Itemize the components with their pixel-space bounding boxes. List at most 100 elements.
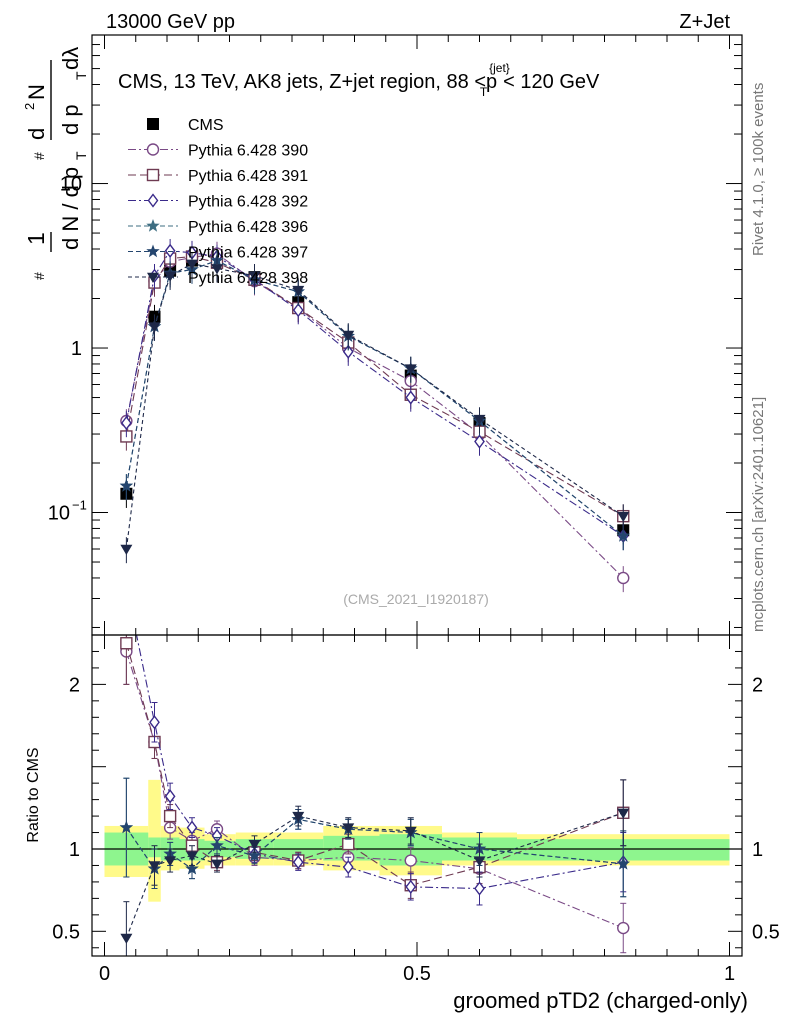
title-suffix: < 120 GeV	[503, 71, 600, 93]
legend-entry-label: Pythia 6.428 396	[188, 219, 308, 236]
main-data-point	[404, 364, 417, 375]
ratio-data-point	[473, 856, 486, 867]
ratio-data-point	[210, 838, 224, 852]
ratio-data-point	[185, 861, 199, 875]
main-series-line	[125, 263, 624, 550]
main-data-point	[617, 571, 630, 585]
legend-marker	[146, 143, 160, 156]
ratio-panel-data	[92, 580, 742, 956]
legend: CMS Pythia 6.428 390 Pythia 6.428 391 Pythi…	[128, 117, 308, 287]
ylabel-one: 1	[23, 232, 49, 245]
main-data-point	[164, 243, 176, 258]
ratio-data-point	[617, 921, 630, 935]
main-data-point	[211, 264, 223, 275]
ratio-panel-frame	[91, 634, 743, 957]
main-data-point	[120, 544, 133, 555]
legend-marker	[147, 193, 159, 208]
ratio-y-tick-label: 2	[69, 674, 80, 696]
main-data-point	[342, 330, 355, 341]
main-series-line	[125, 260, 624, 537]
title-sub: T	[480, 85, 488, 99]
ratio-data-point	[405, 879, 417, 895]
legend-entry-label: Pythia 6.428 391	[188, 168, 308, 185]
ratio-data-point	[211, 859, 223, 870]
main-data-point	[342, 344, 354, 359]
ratio-data-point	[122, 580, 131, 592]
ratio-y-tick-label: 0.5	[52, 921, 80, 943]
ratio-data-point	[342, 859, 354, 875]
legend-entry-label: CMS	[188, 117, 224, 134]
ratio-panel-axes: 0.5 0.5 1 1 2 2 0 0.5 1	[52, 634, 780, 985]
analysis-watermark: (CMS_2021_I1920187)	[343, 591, 489, 607]
legend-marker	[146, 219, 160, 232]
title-sup: {jet}	[489, 61, 510, 75]
legend-entry-label: Pythia 6.428 390	[188, 143, 308, 160]
ratio-data-point	[617, 808, 630, 819]
main-data-point	[616, 529, 630, 542]
ratio-data-point	[342, 823, 355, 834]
main-y-tick-label: 10	[48, 503, 70, 525]
main-data-point	[405, 390, 417, 405]
ratio-y-axis-label: Ratio to CMS	[25, 747, 42, 842]
main-data-point	[474, 434, 485, 449]
ylabel-numerator-den: d p	[58, 104, 83, 135]
ratio-data-point	[342, 837, 355, 851]
ylabel-denominator-sub: T	[73, 151, 89, 160]
legend-marker	[146, 168, 160, 182]
ratio-y-tick-label-right: 2	[752, 674, 763, 696]
ratio-data-point	[616, 856, 630, 870]
main-y-tick-label: 10	[60, 174, 82, 196]
main-data-point	[148, 322, 161, 333]
legend-marker	[147, 272, 159, 283]
ratio-data-point	[292, 811, 305, 823]
header-energy-label: 13000 GeV pp	[106, 11, 235, 33]
ratio-y-tick-label: 1	[69, 839, 80, 861]
main-data-point	[248, 271, 261, 282]
main-series-line	[125, 255, 624, 517]
main-panel-data	[119, 238, 630, 593]
x-tick-label: 0.5	[403, 963, 431, 985]
main-data-point	[617, 511, 630, 523]
x-axis-label: groomed pTD2 (charged-only)	[453, 988, 748, 1013]
ratio-data-point	[404, 826, 417, 837]
ratio-data-point	[186, 820, 198, 835]
ratio-data-point	[164, 789, 176, 804]
main-y-axis-label: 1 # d N / d p T d 2 N # d p T dλ	[22, 47, 89, 280]
ratio-data-point	[186, 851, 198, 862]
main-data-point	[292, 285, 305, 297]
ratio-series-line	[125, 651, 624, 929]
main-series-line	[125, 253, 624, 579]
header-process-label: Z+Jet	[679, 11, 730, 33]
main-data-point	[473, 414, 486, 426]
x-tick-label: 1	[724, 963, 735, 985]
ylabel-lambda: dλ	[58, 47, 83, 70]
ratio-data-point	[119, 820, 133, 834]
ylabel-hash-2: #	[31, 152, 47, 160]
ylabel-denominator: d N / d p	[58, 167, 83, 250]
main-data-point	[119, 479, 133, 492]
main-panel-title: CMS, 13 TeV, AK8 jets, Z+jet region, 88 …	[118, 61, 600, 99]
ratio-data-point	[164, 856, 177, 867]
ylabel-hash-1: #	[31, 272, 47, 280]
ratio-data-point	[163, 809, 177, 823]
legend-entry-label: Pythia 6.428 398	[188, 270, 308, 287]
legend-entry-label: Pythia 6.428 392	[188, 194, 308, 211]
ratio-y-tick-label-right: 0.5	[752, 921, 780, 943]
main-y-tick-label: 1	[71, 338, 82, 360]
legend-marker	[146, 244, 160, 258]
ratio-data-point	[120, 933, 133, 944]
main-series-line	[125, 260, 624, 537]
ylabel-numerator: d	[24, 128, 49, 140]
ratio-data-point	[149, 715, 160, 730]
x-tick-label: 0	[99, 963, 110, 985]
ratio-data-point	[148, 861, 161, 872]
ratio-data-point	[292, 855, 304, 870]
rivet-version-label: Rivet 4.1.0, ≥ 100k events	[750, 83, 767, 256]
ratio-data-point	[474, 881, 485, 896]
ylabel-numerator-sup: 2	[22, 103, 37, 110]
main-series-line	[125, 250, 624, 537]
main-data-point	[186, 259, 198, 270]
main-y-tick-exponent: −1	[72, 498, 87, 513]
